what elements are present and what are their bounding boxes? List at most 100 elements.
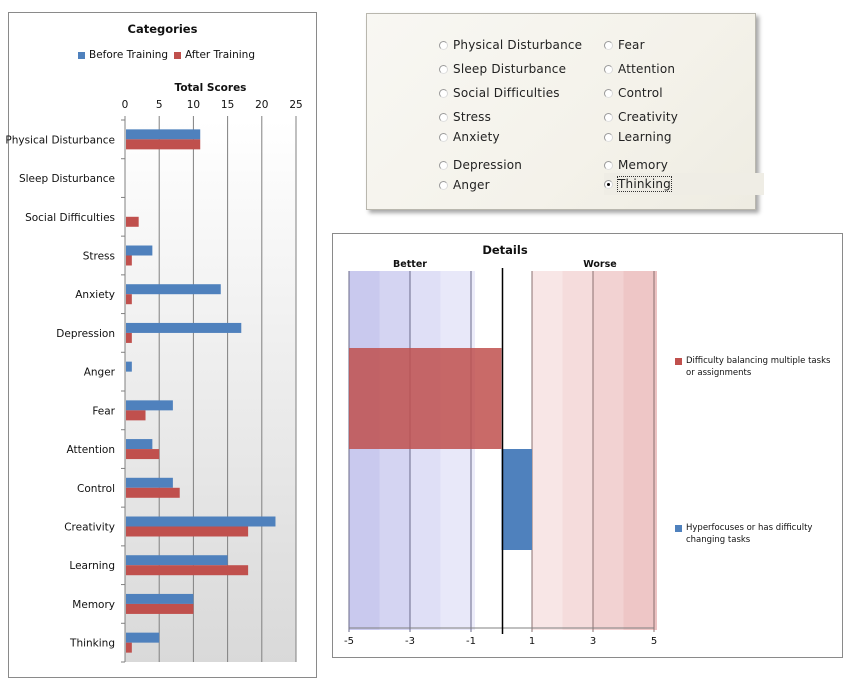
- radio-unchecked-icon[interactable]: [439, 64, 448, 74]
- bar-after-training: [126, 332, 132, 343]
- bar-after-training: [126, 410, 146, 421]
- legend-label-after: After Training: [185, 49, 255, 61]
- bar-before-training: [126, 439, 153, 450]
- better-band: [349, 271, 380, 630]
- details-legend-swatch-2: [675, 525, 682, 532]
- bar-before-training: [126, 593, 194, 604]
- radio-anxiety[interactable]: Anxiety: [439, 130, 500, 144]
- x-tick-label: -5: [344, 636, 354, 647]
- radio-unchecked-icon[interactable]: [604, 160, 613, 170]
- worse-band: [593, 271, 624, 630]
- bar-after-training: [126, 216, 139, 227]
- radio-unchecked-icon[interactable]: [439, 180, 448, 190]
- axis-title-total-scores: Total Scores: [174, 82, 247, 94]
- details-legend-item-2: Hyperfocuses or has difficulty changing …: [675, 522, 835, 546]
- bar-after-training: [126, 526, 249, 537]
- legend-label-before: Before Training: [89, 49, 169, 61]
- worse-band: [532, 271, 563, 630]
- radio-unchecked-icon[interactable]: [439, 112, 448, 122]
- radio-depression[interactable]: Depression: [439, 158, 522, 172]
- x-tick-label: 3: [590, 636, 596, 647]
- category-label: Depression: [56, 328, 115, 340]
- bar-after-training: [126, 255, 132, 266]
- radio-checked-icon[interactable]: [604, 179, 613, 189]
- radio-unchecked-icon[interactable]: [604, 64, 613, 74]
- category-label: Creativity: [64, 522, 115, 534]
- details-chart-title: Details: [482, 243, 528, 257]
- radio-label: Memory: [618, 158, 669, 172]
- x-tick-label: 10: [187, 99, 200, 111]
- worse-zone-label: Worse: [583, 259, 617, 270]
- radio-label: Creativity: [618, 110, 679, 124]
- worse-band: [562, 271, 593, 630]
- bar-after-training: [126, 139, 201, 150]
- radio-label: Depression: [453, 158, 523, 172]
- better-band: [379, 271, 410, 630]
- radio-physical-disturbance[interactable]: Physical Disturbance: [439, 38, 582, 52]
- worse-band: [654, 271, 657, 630]
- radio-creativity[interactable]: Creativity: [604, 110, 678, 124]
- legend-before-training: Before Training: [78, 49, 168, 61]
- x-tick-label: 25: [289, 99, 302, 111]
- radio-unchecked-icon[interactable]: [439, 132, 448, 142]
- x-tick-label: 5: [156, 99, 163, 111]
- category-label: Thinking: [69, 638, 115, 650]
- category-label: Anxiety: [75, 289, 115, 301]
- radio-label: Fear: [618, 38, 645, 52]
- details-legend-label-1: Difficulty balancing multiple tasks or a…: [686, 356, 831, 378]
- radio-sleep-disturbance[interactable]: Sleep Disturbance: [439, 62, 566, 76]
- x-tick-label: 15: [221, 99, 234, 111]
- bar-before-training: [126, 477, 173, 488]
- radio-unchecked-icon[interactable]: [604, 40, 613, 50]
- radio-social-difficulties[interactable]: Social Difficulties: [439, 86, 560, 100]
- bar-after-training: [126, 449, 160, 460]
- radio-unchecked-icon[interactable]: [604, 112, 613, 122]
- radio-label: Stress: [453, 110, 492, 124]
- x-tick-label: 1: [529, 636, 535, 647]
- category-label: Physical Disturbance: [5, 134, 115, 146]
- radio-label: Control: [618, 86, 663, 100]
- bar-before-training: [126, 361, 132, 372]
- radio-unchecked-icon[interactable]: [439, 160, 448, 170]
- radio-unchecked-icon[interactable]: [604, 132, 613, 142]
- category-label: Memory: [72, 599, 115, 611]
- radio-anger[interactable]: Anger: [439, 178, 490, 192]
- radio-control[interactable]: Control: [604, 86, 663, 100]
- bar-before-training: [126, 400, 173, 411]
- better-zone-label: Better: [393, 259, 427, 270]
- x-tick-label: -3: [405, 636, 415, 647]
- category-label: Control: [77, 483, 115, 495]
- radio-learning[interactable]: Learning: [604, 130, 672, 144]
- bar-before-training: [126, 516, 276, 527]
- radio-attention[interactable]: Attention: [604, 62, 675, 76]
- better-band: [410, 271, 441, 630]
- bar-hyperfocuses: [501, 449, 532, 550]
- category-label: Social Difficulties: [25, 212, 115, 224]
- radio-label: Learning: [618, 130, 672, 144]
- radio-unchecked-icon[interactable]: [439, 88, 448, 98]
- category-label: Learning: [69, 560, 115, 572]
- bar-after-training: [126, 294, 132, 305]
- better-band: [471, 271, 475, 630]
- radio-unchecked-icon[interactable]: [604, 88, 613, 98]
- radio-memory[interactable]: Memory: [604, 158, 668, 172]
- radio-unchecked-icon[interactable]: [439, 40, 448, 50]
- bar-before-training: [126, 632, 160, 643]
- x-tick-label: 5: [651, 636, 657, 647]
- category-label: Sleep Disturbance: [19, 173, 115, 185]
- bar-after-training: [126, 603, 194, 614]
- details-legend-label-2: Hyperfocuses or has difficulty changing …: [686, 523, 813, 545]
- bar-after-training: [126, 565, 249, 576]
- category-label: Stress: [83, 251, 115, 263]
- categories-chart-title: Categories: [127, 22, 198, 36]
- details-legend-swatch-1: [675, 358, 682, 365]
- radio-thinking[interactable]: Thinking: [604, 173, 764, 195]
- category-label: Fear: [92, 405, 115, 417]
- better-band: [440, 271, 471, 630]
- radio-fear[interactable]: Fear: [604, 38, 645, 52]
- details-legend-item-1: Difficulty balancing multiple tasks or a…: [675, 355, 835, 379]
- radio-stress[interactable]: Stress: [439, 110, 491, 124]
- category-label: Anger: [84, 367, 116, 379]
- bar-before-training: [126, 284, 221, 295]
